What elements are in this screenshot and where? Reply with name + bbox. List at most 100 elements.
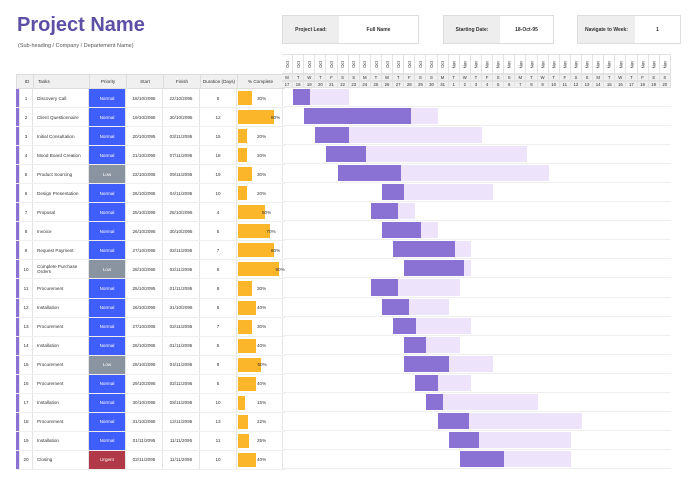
table-row[interactable]: 7 Proposal Normal 25/10/2095 28/10/2095 4 60%	[16, 203, 285, 223]
task-duration[interactable]: 10	[200, 184, 237, 203]
priority-badge[interactable]: Normal	[89, 317, 126, 336]
task-name[interactable]: Installation	[33, 431, 89, 450]
task-name[interactable]: Procurement	[33, 355, 89, 374]
task-name[interactable]: Mood Board Creation	[33, 146, 89, 165]
table-row[interactable]: 12 Installation Normal 26/10/2095 31/10/2095…	[16, 298, 285, 318]
task-duration[interactable]: 15	[200, 127, 237, 146]
task-start[interactable]: 29/10/2095	[126, 374, 163, 393]
task-start[interactable]: 25/10/2095	[126, 203, 163, 222]
priority-badge[interactable]: Normal	[89, 393, 126, 412]
task-name[interactable]: Closing	[33, 450, 89, 469]
table-row[interactable]: 19 Installation Normal 01/11/2095 11/11/2095…	[16, 431, 285, 451]
table-row[interactable]: 8 Invoice Normal 26/10/2095 30/10/2095 5 70%	[16, 222, 285, 242]
task-start[interactable]: 22/10/2095	[126, 165, 163, 184]
task-finish[interactable]: 04/11/2095	[163, 355, 200, 374]
task-finish[interactable]: 07/11/2095	[163, 146, 200, 165]
task-name[interactable]: Procurement	[33, 279, 89, 298]
table-row[interactable]: 15 Procurement Low 28/10/2095 04/11/2095 8 50%	[16, 355, 285, 375]
priority-badge[interactable]: Normal	[89, 279, 126, 298]
task-start[interactable]: 19/10/2095	[126, 108, 163, 127]
priority-badge[interactable]: Normal	[89, 146, 126, 165]
task-start[interactable]: 21/10/2095	[126, 146, 163, 165]
priority-badge[interactable]: Normal	[89, 203, 126, 222]
priority-badge[interactable]: Low	[89, 165, 126, 184]
task-start[interactable]: 26/10/2095	[126, 298, 163, 317]
priority-badge[interactable]: Normal	[89, 336, 126, 355]
table-row[interactable]: 3 Initial Consultation Normal 20/10/2095 03/…	[16, 127, 285, 147]
task-finish[interactable]: 03/11/2095	[163, 127, 200, 146]
task-name[interactable]: Procurement	[33, 317, 89, 336]
task-finish[interactable]: 02/11/2095	[163, 241, 200, 260]
task-finish[interactable]: 08/11/2095	[163, 393, 200, 412]
task-duration[interactable]: 5	[200, 222, 237, 241]
task-duration[interactable]: 13	[200, 412, 237, 431]
percent-complete[interactable]: 40%	[237, 374, 283, 393]
task-finish[interactable]: 04/11/2095	[163, 184, 200, 203]
percent-complete[interactable]: 22%	[237, 412, 283, 431]
task-finish[interactable]: 11/11/2095	[163, 431, 200, 450]
task-name[interactable]: Invoice	[33, 222, 89, 241]
task-start[interactable]: 30/10/2095	[126, 393, 163, 412]
task-finish[interactable]: 01/11/2095	[163, 279, 200, 298]
task-start[interactable]: 25/10/2095	[126, 279, 163, 298]
table-row[interactable]: 16 Procurement Normal 29/10/2095 02/11/2095 5…	[16, 374, 285, 394]
task-name[interactable]: Complete Purchase Orders	[33, 260, 89, 279]
task-start[interactable]: 02/11/2095	[126, 450, 163, 469]
task-start[interactable]: 31/10/2095	[126, 412, 163, 431]
priority-badge[interactable]: Low	[89, 260, 126, 279]
priority-badge[interactable]: Normal	[89, 412, 126, 431]
percent-complete[interactable]: 40%	[237, 336, 283, 355]
table-row[interactable]: 18 Procurement Normal 31/10/2095 12/11/2095 1…	[16, 412, 285, 432]
task-finish[interactable]: 01/11/2095	[163, 336, 200, 355]
task-duration[interactable]: 19	[200, 165, 237, 184]
table-row[interactable]: 14 Installation Normal 28/10/2095 01/11/2095…	[16, 336, 285, 356]
task-start[interactable]: 26/10/2095	[126, 184, 163, 203]
task-duration[interactable]: 5	[200, 89, 237, 108]
priority-badge[interactable]: Normal	[89, 108, 126, 127]
task-finish[interactable]: 02/11/2095	[163, 260, 200, 279]
task-name[interactable]: Request Payment	[33, 241, 89, 260]
task-start[interactable]: 26/10/2095	[126, 222, 163, 241]
task-start[interactable]: 01/11/2095	[126, 431, 163, 450]
percent-complete[interactable]: 80%	[237, 108, 283, 127]
task-start[interactable]: 28/10/2095	[126, 355, 163, 374]
task-duration[interactable]: 8	[200, 355, 237, 374]
task-name[interactable]: Procurement	[33, 374, 89, 393]
percent-complete[interactable]: 30%	[237, 89, 283, 108]
task-finish[interactable]: 02/11/2095	[163, 317, 200, 336]
task-finish[interactable]: 09/11/2095	[163, 165, 200, 184]
percent-complete[interactable]: 15%	[237, 393, 283, 412]
table-row[interactable]: 5 Product Sourcing Low 22/10/2095 09/11/2095…	[16, 165, 285, 185]
task-duration[interactable]: 18	[200, 146, 237, 165]
percent-complete[interactable]: 60%	[237, 203, 283, 222]
task-duration[interactable]: 4	[200, 203, 237, 222]
percent-complete[interactable]: 70%	[237, 222, 283, 241]
priority-badge[interactable]: Urgent	[89, 450, 126, 469]
task-start[interactable]: 27/10/2095	[126, 317, 163, 336]
percent-complete[interactable]: 40%	[237, 298, 283, 317]
table-row[interactable]: 1 Discovery Call Normal 18/10/2095 22/10/209…	[16, 89, 285, 109]
task-finish[interactable]: 30/10/2095	[163, 108, 200, 127]
percent-complete[interactable]: 20%	[237, 184, 283, 203]
task-duration[interactable]: 11	[200, 431, 237, 450]
task-duration[interactable]: 7	[200, 317, 237, 336]
task-duration[interactable]: 8	[200, 279, 237, 298]
task-start[interactable]: 20/10/2095	[126, 127, 163, 146]
table-row[interactable]: 11 Procurement Normal 25/10/2095 01/11/2095 8…	[16, 279, 285, 299]
task-name[interactable]: Product Sourcing	[33, 165, 89, 184]
priority-badge[interactable]: Normal	[89, 431, 126, 450]
priority-badge[interactable]: Normal	[89, 241, 126, 260]
percent-complete[interactable]: 80%	[237, 241, 283, 260]
priority-badge[interactable]: Normal	[89, 184, 126, 203]
task-start[interactable]: 18/10/2095	[126, 89, 163, 108]
table-row[interactable]: 2 Client Questionnaire Normal 19/10/2095 30/…	[16, 108, 285, 128]
table-row[interactable]: 17 Installation Normal 30/10/2095 08/11/2095…	[16, 393, 285, 413]
table-row[interactable]: 20 Closing Urgent 02/11/2095 11/11/2095 10 40%	[16, 450, 285, 470]
table-row[interactable]: 10 Complete Purchase Orders Low 28/10/2095 0…	[16, 260, 285, 280]
task-finish[interactable]: 12/11/2095	[163, 412, 200, 431]
task-start[interactable]: 27/10/2095	[126, 241, 163, 260]
table-row[interactable]: 9 Request Payment Normal 27/10/2095 02/11/20…	[16, 241, 285, 261]
task-finish[interactable]: 11/11/2095	[163, 450, 200, 469]
task-name[interactable]: Design Presentation	[33, 184, 89, 203]
table-row[interactable]: 4 Mood Board Creation Normal 21/10/2095 07/1…	[16, 146, 285, 166]
